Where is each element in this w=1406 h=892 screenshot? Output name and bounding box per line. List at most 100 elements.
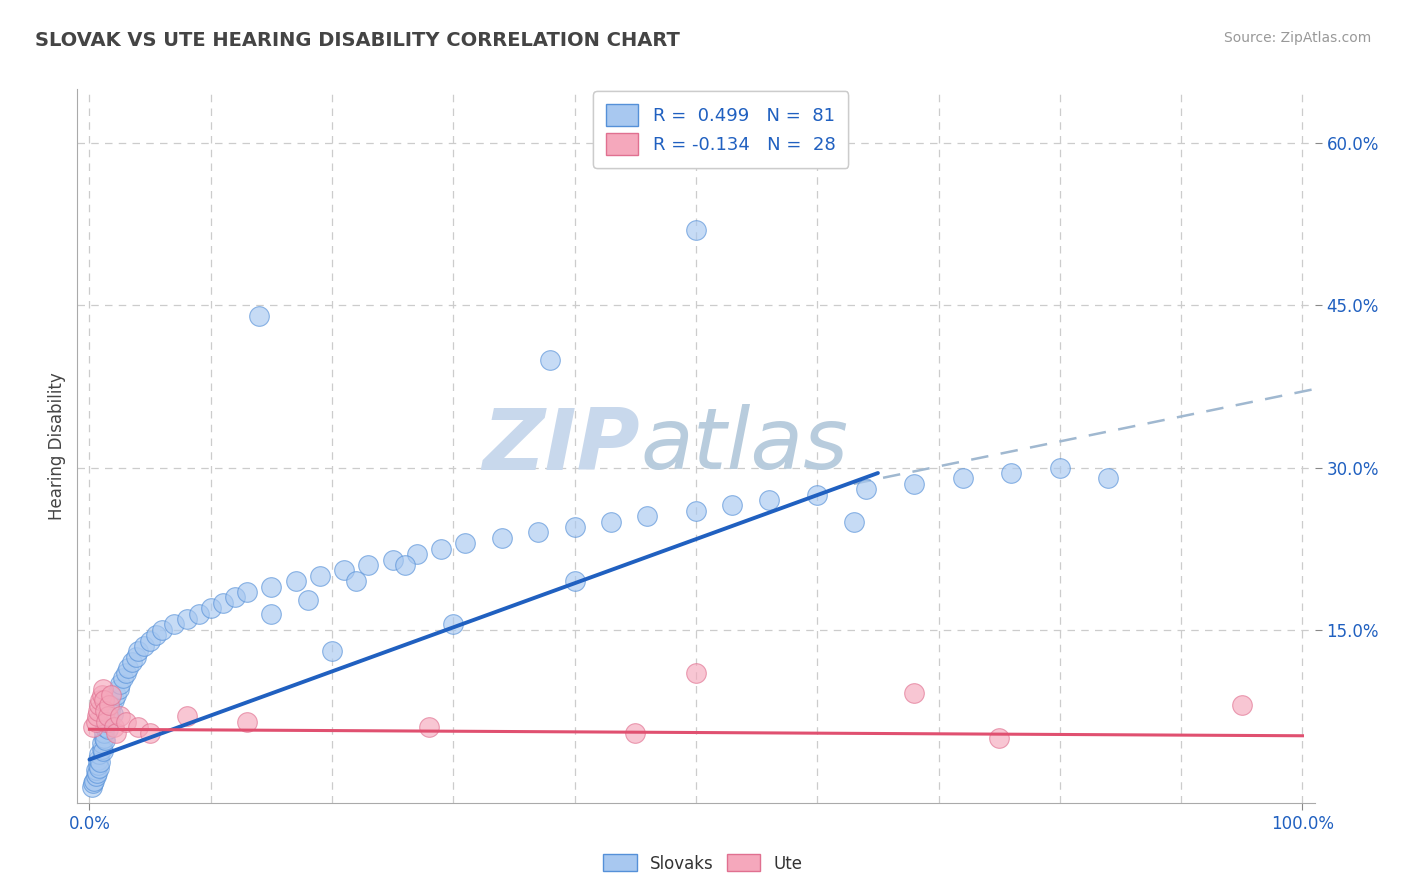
Point (145, 628, 167, 642)
Point (430, 541, 453, 556)
Point (93, 693, 115, 707)
Point (94, 704, 117, 718)
Point (84, 764, 107, 778)
Text: Source: ZipAtlas.com: Source: ZipAtlas.com (1223, 31, 1371, 45)
Point (98, 704, 121, 718)
Point (89, 698, 111, 713)
Point (1049, 460, 1071, 475)
Point (855, 482, 877, 496)
Point (842, 515, 865, 529)
Point (758, 493, 780, 508)
Point (200, 601, 222, 615)
Point (87, 704, 110, 718)
Point (903, 476, 925, 491)
Point (127, 644, 149, 658)
Point (418, 720, 440, 734)
Point (1097, 471, 1119, 485)
Point (381, 552, 404, 566)
Point (1230, 698, 1253, 713)
Point (89, 755, 111, 769)
Point (93, 725, 115, 739)
Point (721, 499, 744, 513)
Point (91, 744, 114, 758)
Point (685, 666, 707, 681)
Point (187, 607, 209, 621)
Point (97, 709, 120, 723)
Point (127, 720, 149, 734)
Point (103, 693, 125, 707)
Point (97, 698, 120, 713)
Point (91, 682, 114, 697)
Point (96, 714, 118, 729)
Point (103, 720, 125, 734)
Point (636, 509, 658, 524)
Point (101, 707, 124, 722)
Point (236, 714, 259, 729)
Text: atlas: atlas (640, 404, 848, 488)
Point (97, 709, 120, 723)
Text: SLOVAK VS UTE HEARING DISABILITY CORRELATION CHART: SLOVAK VS UTE HEARING DISABILITY CORRELA… (35, 31, 681, 50)
Point (108, 709, 131, 723)
Legend: Slovaks, Ute: Slovaks, Ute (596, 847, 810, 880)
Point (83, 774, 105, 789)
Point (988, 731, 1011, 745)
Point (150, 623, 173, 637)
Point (115, 666, 138, 681)
Point (82, 720, 104, 734)
Point (108, 677, 131, 691)
Point (260, 580, 283, 594)
Point (139, 725, 162, 739)
Point (132, 639, 155, 653)
Point (309, 568, 332, 582)
Point (394, 558, 416, 572)
Point (90, 736, 112, 750)
Legend: R =  0.499   N =  81, R = -0.134   N =  28: R = 0.499 N = 81, R = -0.134 N = 28 (593, 91, 848, 168)
Point (564, 574, 586, 589)
Point (357, 558, 380, 572)
Point (224, 591, 246, 605)
Point (600, 515, 623, 529)
Point (952, 471, 974, 485)
Point (321, 644, 343, 658)
Point (89, 747, 111, 761)
Point (236, 585, 259, 599)
Point (105, 725, 128, 739)
Point (406, 547, 429, 561)
Point (685, 223, 707, 237)
Point (333, 563, 356, 577)
Point (90, 688, 112, 702)
Point (80, 780, 103, 794)
Point (344, 574, 367, 589)
Point (94, 720, 117, 734)
Point (87, 758, 110, 772)
Point (84, 714, 107, 729)
Point (903, 685, 925, 699)
Point (527, 525, 550, 540)
Point (247, 310, 270, 324)
Point (86, 765, 108, 780)
Point (441, 617, 464, 632)
Point (491, 531, 513, 545)
Point (176, 709, 198, 723)
Point (538, 352, 561, 367)
Point (105, 688, 128, 702)
Point (212, 596, 235, 610)
Point (139, 633, 162, 648)
Point (94, 733, 117, 747)
Point (97, 714, 120, 729)
Point (121, 655, 143, 669)
Point (124, 649, 146, 664)
Point (89, 693, 111, 707)
Text: ZIP: ZIP (482, 404, 640, 488)
Point (100, 698, 122, 713)
Point (564, 520, 586, 534)
Point (84, 769, 107, 783)
Point (117, 660, 139, 674)
Point (284, 574, 307, 589)
Point (112, 672, 135, 686)
Point (90, 741, 112, 756)
Point (115, 714, 138, 729)
Point (82, 776, 104, 790)
Point (1000, 466, 1022, 480)
Point (86, 709, 108, 723)
